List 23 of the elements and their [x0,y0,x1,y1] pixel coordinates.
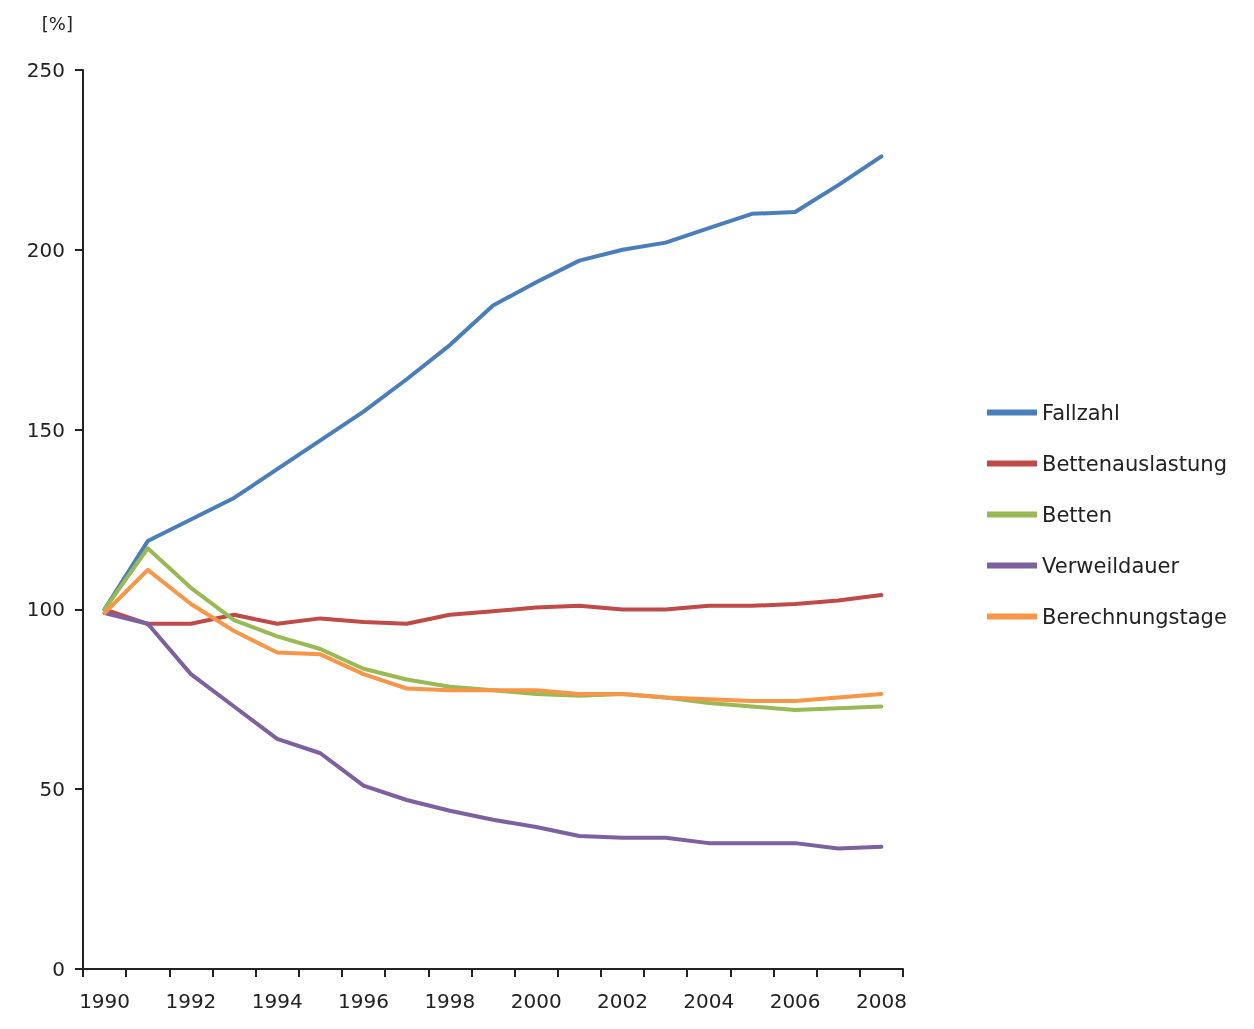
line-series [102,567,884,704]
y-tick-label: 0 [52,957,65,981]
x-tick-label: 1996 [338,989,389,1013]
legend-label: Bettenauslastung [1042,451,1227,476]
legend-label: Verweildauer [1042,553,1180,578]
x-tick-label: 2000 [510,989,562,1013]
legend-label: Fallzahl [1042,400,1120,425]
x-tick-label: 1992 [165,989,217,1013]
y-tick-label: 50 [39,777,65,802]
x-tick-label: 1994 [251,989,303,1013]
x-tick-label: 2002 [597,989,648,1013]
legend-label: Betten [1042,502,1113,527]
y-tick-label: 250 [26,58,65,82]
x-tick-label: 2004 [683,989,735,1013]
y-tick-label: 150 [26,417,65,442]
x-tick-label: 2006 [769,989,821,1013]
legend-label: Berechnungstage [1042,604,1227,629]
x-tick-label: 2008 [855,989,907,1013]
x-tick-label: 1998 [424,989,476,1013]
y-axis-title: [%] [41,12,73,34]
x-tick-label: 1990 [79,989,131,1013]
y-tick-label: 200 [26,237,65,262]
y-tick-label: 100 [26,597,65,622]
